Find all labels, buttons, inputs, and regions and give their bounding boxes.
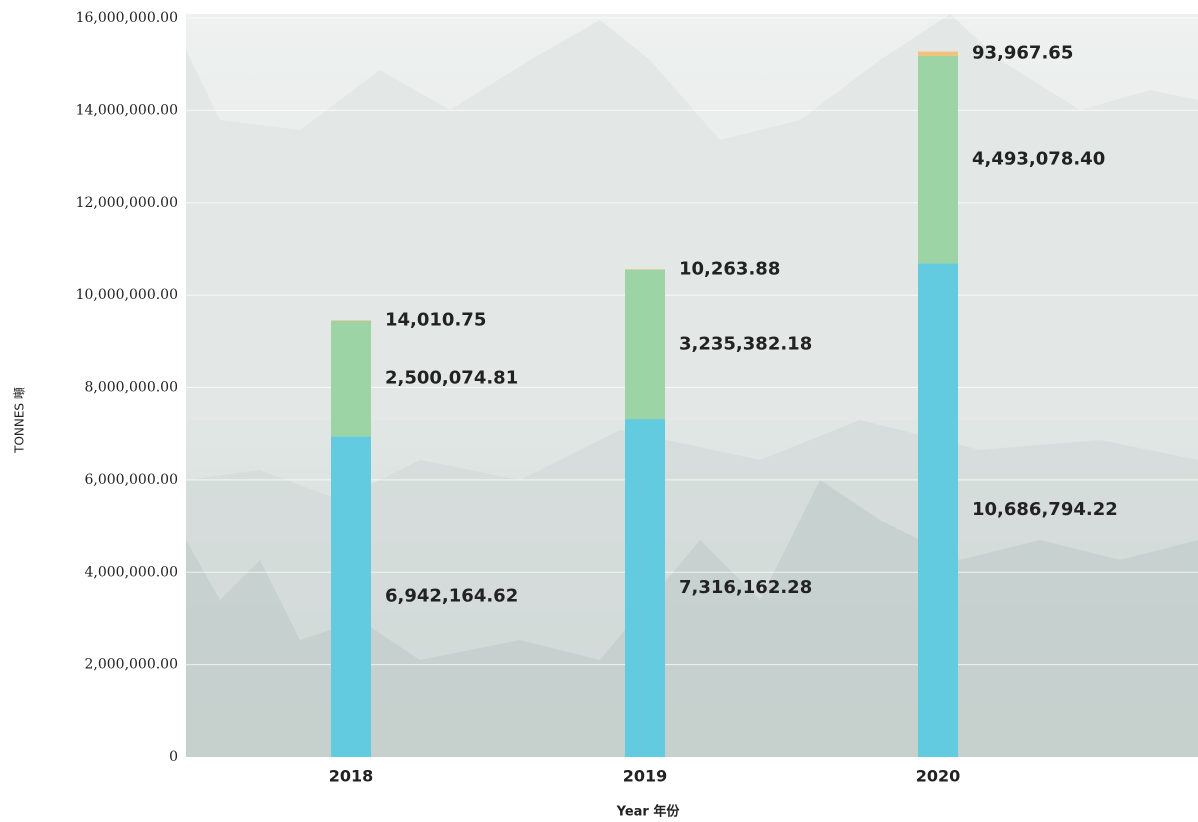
y-tick-label: 10,000,000.00	[76, 287, 178, 303]
bar-segment	[625, 419, 665, 757]
value-label: 7,316,162.28	[679, 577, 812, 598]
x-tick-label: 2019	[623, 767, 668, 786]
chart: TONNES 噸 Year 年份 0 2,000,000.00 4,000,000.…	[0, 0, 1198, 822]
y-tick-label: 0	[169, 749, 178, 765]
x-tick-label: 2020	[916, 767, 961, 786]
value-label: 4,493,078.40	[972, 149, 1105, 170]
bar-segment	[331, 436, 371, 757]
value-label: 3,235,382.18	[679, 333, 812, 354]
y-tick-label: 4,000,000.00	[84, 564, 178, 580]
value-label: 6,942,164.62	[385, 586, 518, 607]
y-tick-label: 8,000,000.00	[84, 380, 178, 396]
bar-segment	[918, 52, 958, 56]
value-label: 14,010.75	[385, 310, 486, 331]
value-label: 2,500,074.81	[385, 368, 518, 389]
x-tick-label: 2018	[329, 767, 374, 786]
value-label: 93,967.65	[972, 43, 1073, 64]
y-tick-label: 2,000,000.00	[84, 657, 178, 673]
y-tick-label: 6,000,000.00	[84, 472, 178, 488]
value-label: 10,686,794.22	[972, 499, 1118, 520]
y-tick-label: 16,000,000.00	[76, 10, 178, 26]
bar-segment	[331, 321, 371, 436]
y-axis-label: TONNES 噸	[13, 387, 27, 454]
y-tick-label: 14,000,000.00	[76, 102, 178, 118]
bar-segment	[625, 270, 665, 419]
bar-segment	[331, 320, 371, 321]
x-axis-label: Year 年份	[616, 804, 681, 820]
bar-segment	[918, 56, 958, 264]
bar-segment	[918, 263, 958, 757]
y-tick-label: 12,000,000.00	[76, 195, 178, 211]
value-label: 10,263.88	[679, 258, 780, 279]
